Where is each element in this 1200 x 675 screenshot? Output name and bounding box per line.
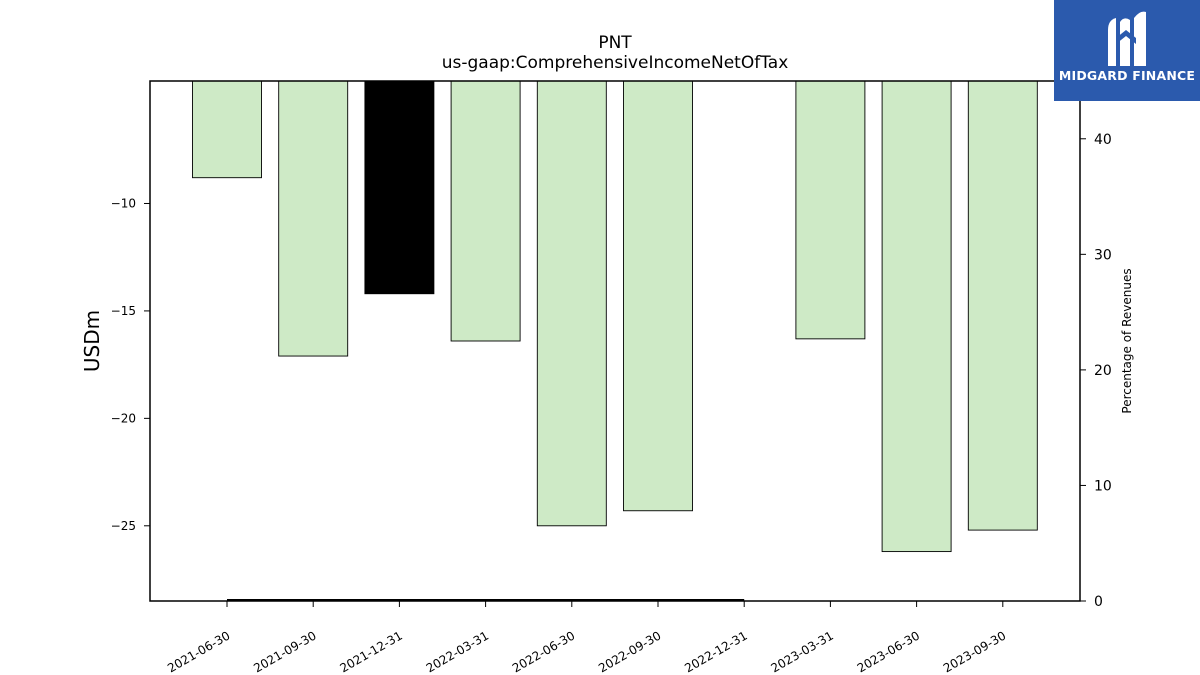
x-tick-label-2022-03-31: 2022-03-31 <box>424 628 491 675</box>
x-tick-label-2022-12-31: 2022-12-31 <box>682 628 749 675</box>
y-tick-label--20: −20 <box>111 411 136 425</box>
y-axis-right: 0 10 20 30 40 <box>1080 132 1112 610</box>
bar-2023-09-30 <box>967 80 1038 531</box>
y2-axis-label: Percentage of Revenues <box>1120 268 1134 413</box>
y2-tick-label-0: 0 <box>1094 594 1103 610</box>
bar-2022-09-30 <box>623 80 693 512</box>
chart-subtitle: us-gaap:ComprehensiveIncomeNetOfTax <box>442 53 789 73</box>
x-tick-label-2021-12-31: 2021-12-31 <box>338 628 405 675</box>
x-axis: 2021-06-30 2021-09-30 2021-12-31 2022-03-31… <box>165 601 1008 675</box>
midgard-m-logo-icon <box>1108 11 1146 67</box>
y-tick-label--25: −25 <box>111 519 136 533</box>
bar-2023-06-30 <box>881 80 952 553</box>
chart-title: PNT <box>598 33 632 53</box>
y2-tick-label-30: 30 <box>1094 247 1112 263</box>
plot-frame <box>149 80 1081 602</box>
y-axis-left: −10 −15 −20 −25 <box>111 196 150 533</box>
bar-2021-06-30 <box>192 80 262 179</box>
y2-tick-label-10: 10 <box>1094 478 1112 494</box>
y-tick-label--10: −10 <box>111 196 136 210</box>
x-tick-label-2022-06-30: 2022-06-30 <box>510 628 577 675</box>
x-tick-label-2023-03-31: 2023-03-31 <box>769 628 836 675</box>
y-axis-label: USDm <box>80 310 104 372</box>
bar-2023-03-31 <box>795 80 866 340</box>
x-tick-label-2023-06-30: 2023-06-30 <box>855 628 922 675</box>
x-tick-label-2023-09-30: 2023-09-30 <box>941 628 1008 675</box>
bars-group <box>192 80 1038 553</box>
y2-tick-label-20: 20 <box>1094 363 1112 379</box>
bar-2021-09-30 <box>278 80 349 357</box>
bar-2022-03-31 <box>450 80 521 342</box>
y2-tick-label-40: 40 <box>1094 132 1112 148</box>
midgard-finance-logo: MIDGARD FINANCE <box>1054 0 1200 101</box>
brand-name: MIDGARD FINANCE <box>1058 68 1196 83</box>
x-tick-label-2022-09-30: 2022-09-30 <box>596 628 663 675</box>
x-tick-label-2021-06-30: 2021-06-30 <box>165 628 232 675</box>
bar-2021-12-31 <box>364 80 435 295</box>
bar-2022-06-30 <box>536 80 607 527</box>
y-tick-label--15: −15 <box>111 304 136 318</box>
x-tick-label-2021-09-30: 2021-09-30 <box>251 628 318 675</box>
